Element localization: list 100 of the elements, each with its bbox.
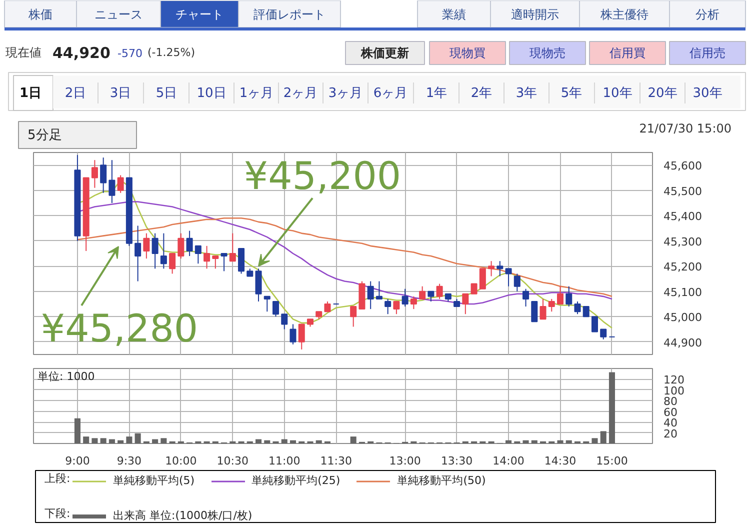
x-tick-label: 13:30 xyxy=(440,454,473,468)
bar xyxy=(531,440,538,444)
category-label: 3ヶ月 xyxy=(328,86,363,101)
y-tick-label: 44,900 xyxy=(664,336,702,350)
category-label: 株主優待 xyxy=(600,8,648,22)
category-label: 1ヶ月 xyxy=(239,86,274,101)
category-label: 6ヶ月 xyxy=(373,86,408,101)
category-label: 現物売 xyxy=(530,46,566,60)
x-tick-label: 11:00 xyxy=(268,454,300,468)
text: 21/07/30 15:00 xyxy=(639,122,732,136)
candlestick xyxy=(566,286,572,308)
line-series xyxy=(76,218,613,298)
category-label: 5年 xyxy=(560,86,582,101)
x-tick-label: 9:00 xyxy=(65,454,90,468)
category-label: 信用買 xyxy=(610,46,646,60)
category-label: チャート xyxy=(176,8,224,22)
candlestick xyxy=(204,245,210,270)
candlestick xyxy=(212,256,219,270)
candlestick xyxy=(582,306,590,318)
category-label: 2ヶ月 xyxy=(283,86,318,101)
candlestick xyxy=(514,273,520,292)
candlestick xyxy=(393,300,400,315)
candlestick xyxy=(470,283,478,294)
candlestick xyxy=(160,232,167,270)
candlestick xyxy=(591,316,598,332)
candlestick xyxy=(548,298,555,312)
candlestick xyxy=(186,230,193,257)
candlestick xyxy=(298,324,305,350)
text: 44,920 xyxy=(52,44,110,62)
text: -570 xyxy=(118,47,142,60)
x-tick-label: 10:00 xyxy=(165,454,197,468)
category-label: 3年 xyxy=(516,86,538,101)
candlestick xyxy=(522,288,530,308)
candlestick xyxy=(178,232,184,260)
category-label: 2年 xyxy=(470,86,492,101)
category-label: 10日 xyxy=(196,86,226,101)
bar xyxy=(152,439,158,444)
candlestick xyxy=(220,253,228,272)
category-label: 1日 xyxy=(19,86,42,101)
category-label: 信用売 xyxy=(690,46,726,60)
candlestick xyxy=(436,283,443,300)
bar xyxy=(126,436,132,444)
x-tick-label: 15:00 xyxy=(596,454,628,468)
candlestick xyxy=(540,298,546,320)
candlestick xyxy=(574,300,581,315)
bar xyxy=(557,440,564,444)
candlestick xyxy=(229,232,236,262)
candlestick xyxy=(428,290,434,302)
category-label: 30年 xyxy=(692,86,722,101)
candlestick xyxy=(462,293,469,315)
candlestick xyxy=(272,300,280,318)
y-tick-label: 45,000 xyxy=(664,311,702,324)
candlestick xyxy=(108,160,116,204)
candlestick xyxy=(488,260,495,277)
category-label: ニュース xyxy=(94,8,142,22)
annotation: 単位: 1000 xyxy=(38,370,95,384)
bar xyxy=(506,440,512,444)
bar xyxy=(608,372,615,444)
annotation: ¥45,280 xyxy=(40,306,198,350)
candlestick xyxy=(169,253,176,274)
y-tick-label: 45,200 xyxy=(664,260,702,274)
candlestick xyxy=(281,314,288,330)
y-tick-label: 45,500 xyxy=(664,184,702,198)
y-tick-label: 40 xyxy=(664,416,678,430)
bar xyxy=(255,439,262,444)
bar xyxy=(600,431,606,444)
bar xyxy=(160,438,167,444)
bar xyxy=(566,440,572,444)
candlestick xyxy=(410,296,417,310)
candlestick xyxy=(419,286,426,300)
x-tick-label: 11:30 xyxy=(320,454,352,468)
category-label: 3日 xyxy=(110,86,132,101)
candlestick xyxy=(402,288,408,308)
x-tick-label: 9:30 xyxy=(116,454,142,468)
category-label: 適時開示 xyxy=(511,8,559,22)
category-label: 株価更新 xyxy=(360,46,409,60)
category-label: 10年 xyxy=(602,86,632,101)
x-tick-label: 13:00 xyxy=(389,454,421,468)
candlestick xyxy=(134,225,142,282)
bar xyxy=(281,439,288,444)
candlestick xyxy=(505,268,512,287)
category-label: 1年 xyxy=(426,86,448,101)
y-tick-label: 45,300 xyxy=(664,235,702,248)
category-label: 現物買 xyxy=(450,46,486,60)
y-tick-label: 20 xyxy=(664,427,678,440)
legend-title: 上段: xyxy=(44,472,70,485)
bar xyxy=(92,438,98,444)
category-label: 5日 xyxy=(156,86,178,101)
candlestick xyxy=(367,280,374,310)
y-tick-label: 45,400 xyxy=(664,210,702,224)
bar xyxy=(134,433,141,444)
bar xyxy=(592,438,598,444)
candlestick xyxy=(479,268,486,290)
x-tick-label: 10:30 xyxy=(216,454,248,468)
y-tick-label: 100 xyxy=(664,384,684,398)
bar xyxy=(264,440,270,444)
candlestick xyxy=(531,300,538,322)
bar xyxy=(290,440,296,444)
bar xyxy=(350,436,356,444)
y-tick-label: 120 xyxy=(664,374,684,387)
